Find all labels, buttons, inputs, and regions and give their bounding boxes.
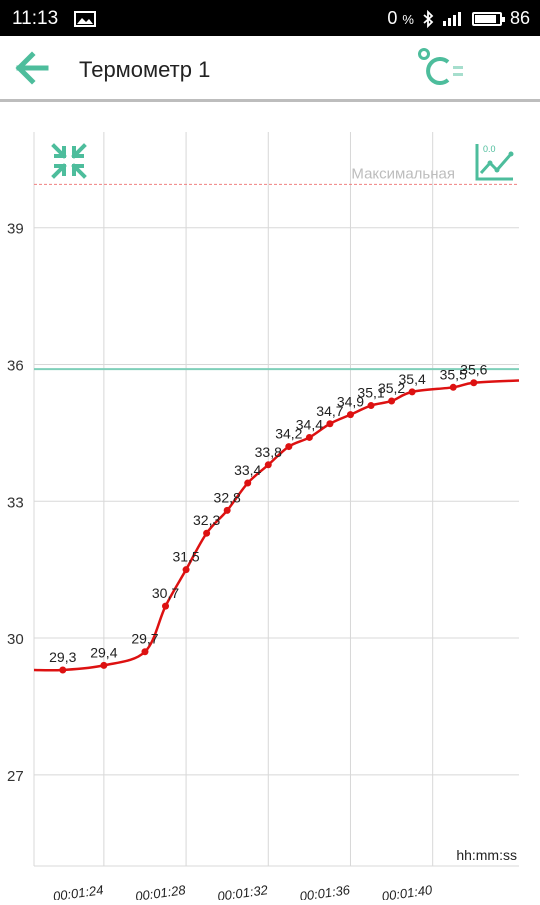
data-point bbox=[100, 661, 108, 669]
data-point bbox=[388, 397, 396, 405]
data-label: 30,7 bbox=[152, 585, 179, 601]
data-label: 29,7 bbox=[131, 631, 158, 647]
data-point bbox=[326, 420, 334, 428]
y-tick-label: 33 bbox=[7, 494, 24, 511]
chart-values-icon[interactable]: 0.0 bbox=[474, 142, 514, 182]
data-label: 34,7 bbox=[316, 403, 343, 419]
data-point bbox=[285, 443, 293, 451]
x-tick-label: 00:01:24 bbox=[52, 882, 104, 900]
data-label: 34,2 bbox=[275, 426, 302, 442]
data-point bbox=[449, 383, 457, 391]
data-point bbox=[244, 479, 252, 487]
max-threshold-label: Максимальная bbox=[351, 165, 455, 182]
data-label: 33,8 bbox=[255, 444, 282, 460]
data-point bbox=[141, 648, 149, 656]
status-right: 0 % 86 bbox=[387, 8, 530, 29]
data-label: 32,3 bbox=[193, 512, 220, 528]
data-point bbox=[203, 529, 211, 537]
x-tick-label: 00:01:40 bbox=[381, 882, 434, 900]
data-point bbox=[470, 379, 478, 387]
y-tick-label: 30 bbox=[7, 631, 24, 648]
x-tick-label: 00:01:28 bbox=[134, 882, 187, 900]
status-time: 11:13 bbox=[12, 8, 59, 29]
x-tick-label: 00:01:32 bbox=[216, 882, 269, 900]
data-usage: 0 % bbox=[387, 8, 414, 28]
y-tick-label: 27 bbox=[7, 768, 24, 785]
data-label: 34,4 bbox=[296, 416, 323, 432]
celsius-icon[interactable] bbox=[415, 46, 465, 90]
data-point bbox=[305, 433, 313, 441]
data-point bbox=[223, 506, 231, 514]
collapse-arrows-icon[interactable] bbox=[50, 142, 88, 180]
x-axis-label: hh:mm:ss bbox=[456, 847, 517, 863]
arrow-left-icon[interactable] bbox=[12, 50, 52, 86]
bluetooth-icon bbox=[423, 9, 434, 28]
data-label: 35,1 bbox=[357, 385, 384, 401]
chart-values-badge: 0.0 bbox=[483, 144, 496, 154]
battery-level: 86 bbox=[509, 8, 530, 28]
series-line bbox=[33, 379, 520, 672]
battery-icon bbox=[471, 11, 505, 26]
temperature-chart[interactable]: 27 30 33 36 39 00:01:24 00:01:28 00:01:32 00:01:… bbox=[0, 104, 540, 904]
data-label: 35,5 bbox=[440, 366, 467, 382]
data-label: 35,4 bbox=[399, 371, 426, 387]
data-point bbox=[59, 666, 67, 674]
data-point bbox=[408, 388, 416, 396]
data-label: 29,4 bbox=[90, 644, 117, 660]
image-notification-icon bbox=[74, 11, 96, 27]
signal-icon bbox=[442, 11, 461, 26]
data-label: 29,3 bbox=[49, 649, 76, 665]
data-point bbox=[264, 461, 272, 469]
y-tick-label: 36 bbox=[7, 358, 24, 375]
status-bar: 11:13 0 % 86 bbox=[0, 0, 540, 36]
data-label: 33,4 bbox=[234, 462, 261, 478]
data-label: 31,5 bbox=[172, 549, 199, 565]
data-point bbox=[162, 602, 170, 610]
data-label: 32,8 bbox=[214, 489, 241, 505]
data-label: 35,2 bbox=[378, 380, 405, 396]
data-label: 34,9 bbox=[337, 394, 364, 410]
data-point bbox=[182, 566, 190, 574]
data-label: 35,6 bbox=[460, 362, 487, 378]
app-bar: Термометр 1 bbox=[0, 36, 540, 102]
chart-svg: 27 30 33 36 39 00:01:24 00:01:28 00:01:32 00:01:… bbox=[7, 132, 520, 904]
x-tick-label: 00:01:36 bbox=[299, 882, 352, 900]
y-tick-label: 39 bbox=[7, 221, 24, 238]
data-point bbox=[367, 402, 375, 410]
page-title: Термометр 1 bbox=[79, 57, 211, 82]
data-point bbox=[346, 411, 354, 419]
